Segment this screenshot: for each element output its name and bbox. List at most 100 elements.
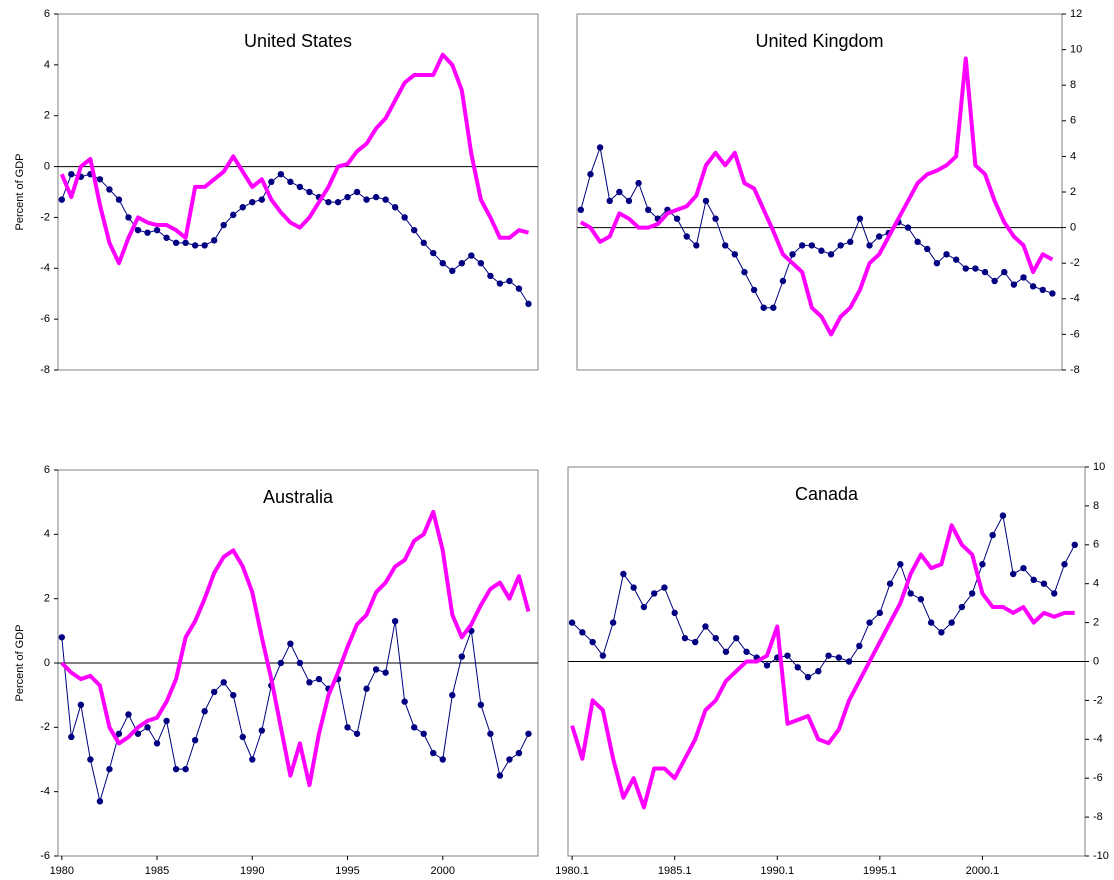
data-point xyxy=(58,634,66,641)
data-point xyxy=(449,267,456,275)
chart-title: Australia xyxy=(263,487,334,507)
data-point xyxy=(958,603,966,611)
y-tick-label: -8 xyxy=(1070,364,1080,376)
data-point xyxy=(458,260,466,267)
data-point xyxy=(650,590,658,597)
y-tick-label: -4 xyxy=(40,786,50,798)
data-point xyxy=(344,193,351,201)
data-point xyxy=(743,648,750,655)
series-line xyxy=(570,523,1075,810)
plot-frame xyxy=(57,13,539,371)
data-point xyxy=(933,260,941,267)
data-point xyxy=(825,652,832,659)
data-point xyxy=(220,679,227,686)
plot-frame xyxy=(576,13,1063,371)
data-point xyxy=(640,603,648,611)
data-point xyxy=(315,675,323,683)
data-point xyxy=(439,756,446,763)
data-point xyxy=(96,176,104,183)
data-point xyxy=(134,226,142,234)
data-point xyxy=(496,772,504,779)
series-line xyxy=(579,56,1054,337)
data-point xyxy=(702,197,710,205)
x-tick-label: 2000 xyxy=(431,865,455,877)
data-point xyxy=(683,233,690,240)
data-point xyxy=(144,724,151,731)
data-point xyxy=(344,724,351,731)
data-point xyxy=(296,183,304,191)
data-point xyxy=(1010,281,1018,288)
data-point xyxy=(722,648,730,655)
data-point xyxy=(741,268,748,276)
data-point xyxy=(125,711,132,718)
data-point xyxy=(410,226,418,234)
data-point xyxy=(620,570,627,578)
chart-title: United States xyxy=(244,31,352,51)
data-point xyxy=(477,701,485,709)
y-tick-label: 0 xyxy=(44,657,50,669)
y-tick-label: -6 xyxy=(1093,772,1103,784)
y-tick-label: 0 xyxy=(1093,655,1099,667)
data-point xyxy=(794,664,801,671)
data-point xyxy=(943,251,950,258)
data-point xyxy=(77,701,85,709)
y-tick-label: 4 xyxy=(44,59,50,71)
x-tick-label: 1995 xyxy=(335,865,359,877)
data-point xyxy=(153,226,161,234)
x-tick-label: 1980 xyxy=(50,865,74,877)
data-point xyxy=(938,629,945,636)
data-point xyxy=(249,198,256,206)
data-point xyxy=(106,186,113,193)
data-point xyxy=(496,280,504,287)
data-point xyxy=(172,765,180,773)
data-point xyxy=(568,619,576,626)
data-point xyxy=(914,238,921,246)
data-point xyxy=(808,242,816,249)
data-point xyxy=(661,584,668,591)
data-point xyxy=(1049,290,1056,297)
y-tick-label: -6 xyxy=(40,850,50,862)
data-point xyxy=(721,242,729,249)
series-line xyxy=(59,52,529,266)
data-point xyxy=(439,260,446,267)
data-point xyxy=(599,652,607,659)
y-tick-label: -6 xyxy=(1070,328,1080,340)
y-tick-label: -6 xyxy=(40,313,50,325)
data-point xyxy=(616,188,623,196)
data-point xyxy=(804,673,812,681)
data-point xyxy=(712,634,719,642)
y-tick-label: 8 xyxy=(1070,79,1076,91)
data-point xyxy=(277,171,285,178)
data-point xyxy=(391,617,399,625)
data-point xyxy=(96,798,104,805)
data-point xyxy=(210,237,218,244)
data-point xyxy=(163,234,170,241)
data-point xyxy=(733,634,740,642)
data-point xyxy=(856,215,864,222)
data-point xyxy=(487,272,494,280)
data-point xyxy=(815,668,822,675)
data-point xyxy=(87,756,94,763)
data-point xyxy=(818,247,825,254)
y-tick-label: 6 xyxy=(1070,115,1076,127)
data-point xyxy=(201,242,208,249)
y-tick-label: -8 xyxy=(40,364,50,376)
data-point xyxy=(230,211,237,219)
data-point xyxy=(1009,570,1017,578)
data-point xyxy=(287,640,294,647)
data-point xyxy=(763,662,771,669)
data-point xyxy=(430,249,437,257)
data-point xyxy=(153,740,161,747)
x-tick-label: 1990 xyxy=(240,865,264,877)
data-point xyxy=(68,171,75,178)
data-point xyxy=(334,198,342,206)
y-tick-label: -4 xyxy=(40,262,50,274)
data-point xyxy=(609,619,617,626)
y-tick-label: -2 xyxy=(1070,257,1080,269)
data-point xyxy=(579,629,586,636)
data-point xyxy=(363,685,370,692)
data-point xyxy=(827,251,835,258)
data-point xyxy=(1020,564,1027,572)
data-point xyxy=(952,256,960,263)
data-point xyxy=(1061,561,1068,568)
